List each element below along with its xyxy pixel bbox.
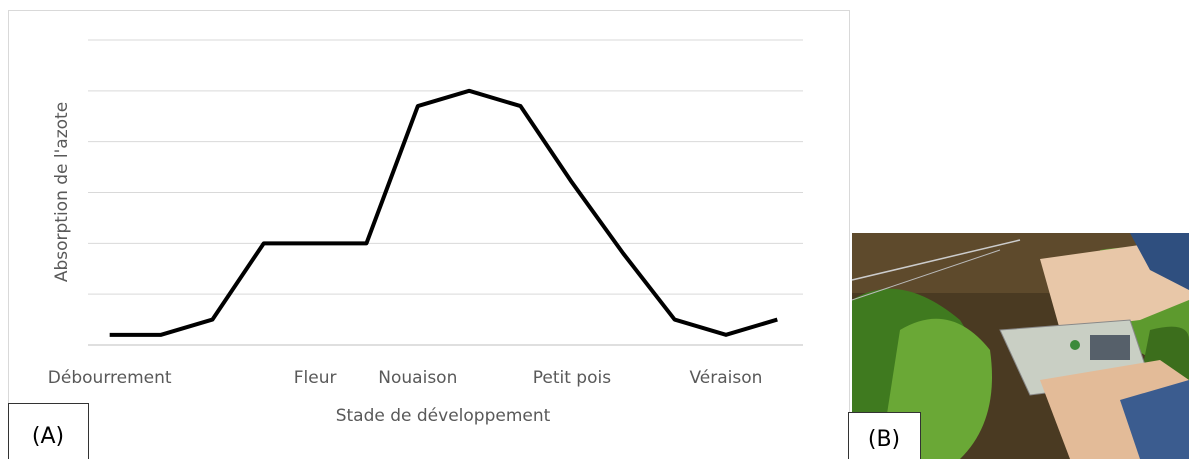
- y-axis-title: Absorption de l'azote: [52, 102, 72, 282]
- x-tick-label: Véraison: [689, 368, 762, 388]
- panel-label: (B): [868, 427, 900, 452]
- x-tick-label: Fleur: [294, 368, 337, 388]
- x-tick-label: Débourrement: [48, 368, 172, 388]
- x-tick-label: Petit pois: [533, 368, 611, 388]
- x-tick-label: Nouaison: [378, 368, 457, 388]
- panel-label: (A): [32, 424, 64, 449]
- x-axis-title: Stade de développement: [336, 406, 551, 426]
- page: Absorption de l'azote Stade de développe…: [0, 0, 1189, 459]
- chart-frame: [9, 11, 850, 460]
- figure: Absorption de l'azote Stade de développe…: [0, 0, 1189, 459]
